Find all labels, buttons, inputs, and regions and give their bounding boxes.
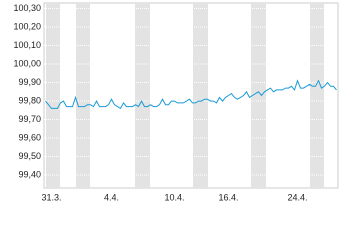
y-tick-label: 99,80	[18, 95, 41, 105]
chart: 99,40 99,50 99,60 99,70 99,80 99,90 100,00 100,…	[13, 2, 339, 202]
y-tick-label: 99,40	[18, 169, 41, 179]
weekend-band	[135, 3, 150, 188]
y-tick-label: 99,70	[18, 114, 41, 124]
y-tick-label: 100,10	[13, 40, 41, 50]
plot-area	[43, 2, 339, 189]
y-tick-label: 100,00	[13, 58, 41, 68]
x-tick-label: 16.4.	[218, 192, 238, 202]
weekend-band	[310, 3, 324, 188]
x-tick-label: 10.4.	[164, 192, 184, 202]
y-tick-label: 100,30	[13, 3, 41, 13]
price-line	[45, 79, 337, 110]
y-tick-label: 99,60	[18, 132, 41, 142]
x-tick-label: 24.4.	[287, 192, 307, 202]
weekend-band	[251, 3, 266, 188]
weekend-band	[76, 3, 90, 188]
y-tick-label: 99,50	[18, 151, 41, 161]
y-tick-label: 100,20	[13, 21, 41, 31]
y-tick-label: 99,90	[18, 77, 41, 87]
x-tick-label: 31.3.	[41, 192, 61, 202]
weekend-band	[46, 3, 60, 188]
weekend-band	[193, 3, 208, 188]
weekend-bands	[46, 3, 324, 188]
x-tick-label: 4.4.	[104, 192, 119, 202]
